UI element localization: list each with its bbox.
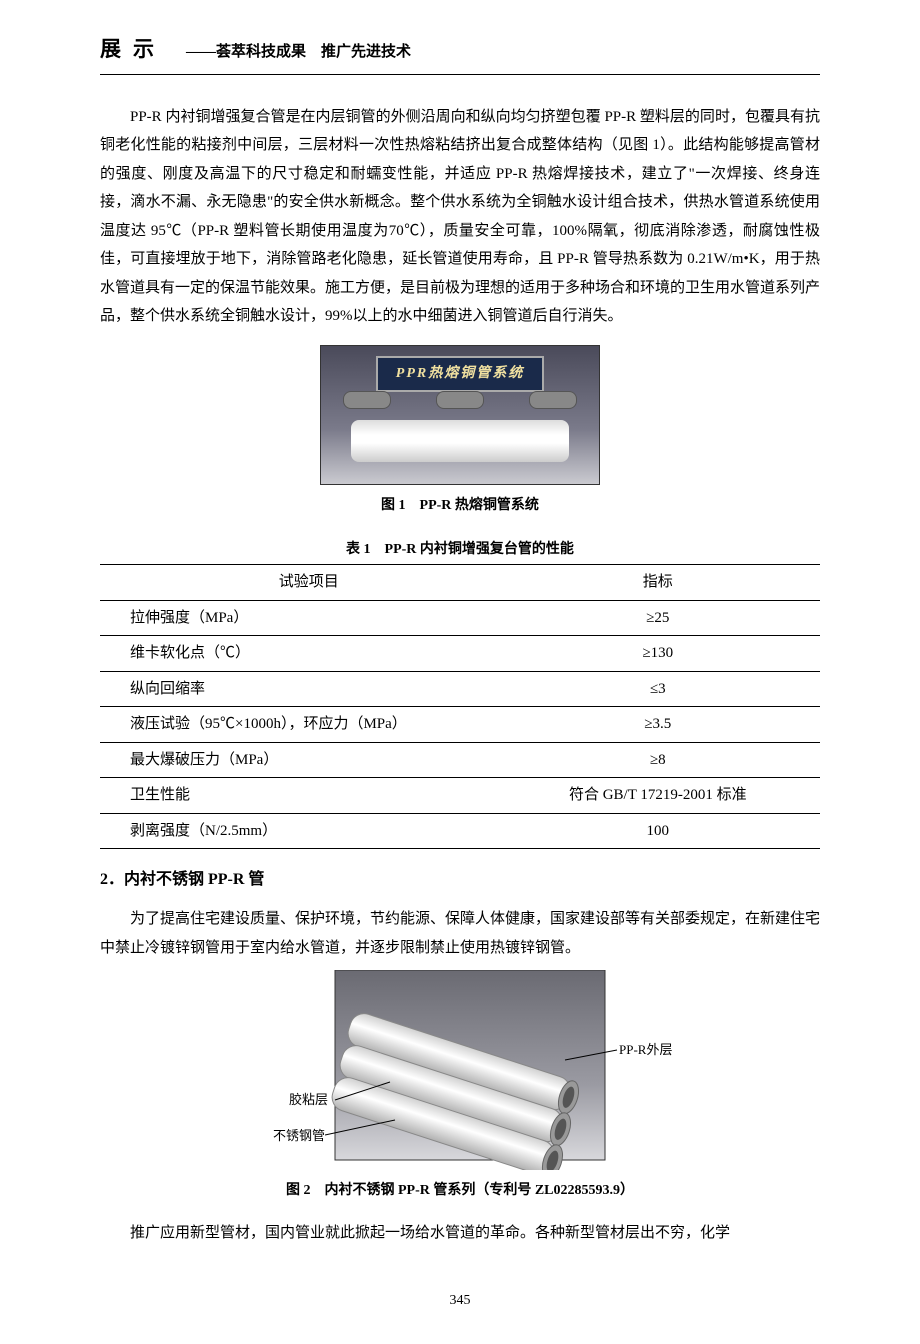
figure-1: PPR热熔铜管系统 bbox=[100, 345, 820, 485]
figure-1-image: PPR热熔铜管系统 bbox=[320, 345, 600, 485]
figure-2-label-inner: 不锈钢管 bbox=[273, 1128, 325, 1143]
figure-2-svg: PP-R外层 胶粘层 不锈钢管 bbox=[245, 970, 675, 1170]
table-row: 拉伸强度（MPa）≥25 bbox=[100, 600, 820, 636]
header: 展示 ——荟萃科技成果 推广先进技术 bbox=[100, 30, 820, 75]
tag-icon bbox=[529, 391, 577, 409]
figure-1-pipe bbox=[351, 420, 569, 462]
cell-item: 维卡软化点（℃） bbox=[100, 636, 518, 672]
cell-value: ≥130 bbox=[518, 636, 820, 672]
cell-item: 最大爆破压力（MPa） bbox=[100, 742, 518, 778]
cell-value: ≤3 bbox=[518, 671, 820, 707]
table-title: 表 1 PP-R 内衬铜增强复台管的性能 bbox=[100, 537, 820, 564]
cell-value: ≥25 bbox=[518, 600, 820, 636]
figure-1-banner: PPR热熔铜管系统 bbox=[376, 356, 544, 393]
tag-icon bbox=[436, 391, 484, 409]
table-header-row: 试验项目 指标 bbox=[100, 565, 820, 601]
figure-2: PP-R外层 胶粘层 不锈钢管 bbox=[100, 970, 820, 1170]
figure-2-caption: 图 2 内衬不锈钢 PP-R 管系列（专利号 ZL02285593.9） bbox=[100, 1178, 820, 1205]
table-row: 卫生性能符合 GB/T 17219-2001 标准 bbox=[100, 778, 820, 814]
cell-value: ≥8 bbox=[518, 742, 820, 778]
table-row: 最大爆破压力（MPa）≥8 bbox=[100, 742, 820, 778]
table-head-col1: 试验项目 bbox=[100, 565, 518, 601]
cell-value: 符合 GB/T 17219-2001 标准 bbox=[518, 778, 820, 814]
cell-item: 剥离强度（N/2.5mm） bbox=[100, 813, 518, 849]
page-number: 345 bbox=[100, 1288, 820, 1315]
table-row: 液压试验（95℃×1000h），环应力（MPa）≥3.5 bbox=[100, 707, 820, 743]
figure-1-tags bbox=[321, 391, 599, 409]
figure-1-caption: 图 1 PP-R 热熔铜管系统 bbox=[100, 493, 820, 520]
cell-value: 100 bbox=[518, 813, 820, 849]
section-2-heading: 2．内衬不锈钢 PP-R 管 bbox=[100, 865, 820, 895]
closing-paragraph: 推广应用新型管材，国内管业就此掀起一场给水管道的革命。各种新型管材层出不穷，化学 bbox=[100, 1219, 820, 1248]
cell-item: 液压试验（95℃×1000h），环应力（MPa） bbox=[100, 707, 518, 743]
table-row: 纵向回缩率≤3 bbox=[100, 671, 820, 707]
cell-item: 卫生性能 bbox=[100, 778, 518, 814]
cell-item: 拉伸强度（MPa） bbox=[100, 600, 518, 636]
figure-2-label-glue: 胶粘层 bbox=[289, 1092, 328, 1107]
figure-2-label-outer: PP-R外层 bbox=[619, 1042, 672, 1057]
intro-paragraph: PP-R 内衬铜增强复合管是在内层铜管的外侧沿周向和纵向均匀挤塑包覆 PP-R … bbox=[100, 103, 820, 331]
cell-value: ≥3.5 bbox=[518, 707, 820, 743]
header-title: 展示 bbox=[100, 30, 166, 70]
performance-table: 试验项目 指标 拉伸强度（MPa）≥25 维卡软化点（℃）≥130 纵向回缩率≤… bbox=[100, 564, 820, 849]
table-row: 剥离强度（N/2.5mm）100 bbox=[100, 813, 820, 849]
tag-icon bbox=[343, 391, 391, 409]
header-subtitle: ——荟萃科技成果 推广先进技术 bbox=[186, 38, 411, 67]
table-row: 维卡软化点（℃）≥130 bbox=[100, 636, 820, 672]
cell-item: 纵向回缩率 bbox=[100, 671, 518, 707]
table-head-col2: 指标 bbox=[518, 565, 820, 601]
section-2-paragraph: 为了提高住宅建设质量、保护环境，节约能源、保障人体健康，国家建设部等有关部委规定… bbox=[100, 905, 820, 962]
